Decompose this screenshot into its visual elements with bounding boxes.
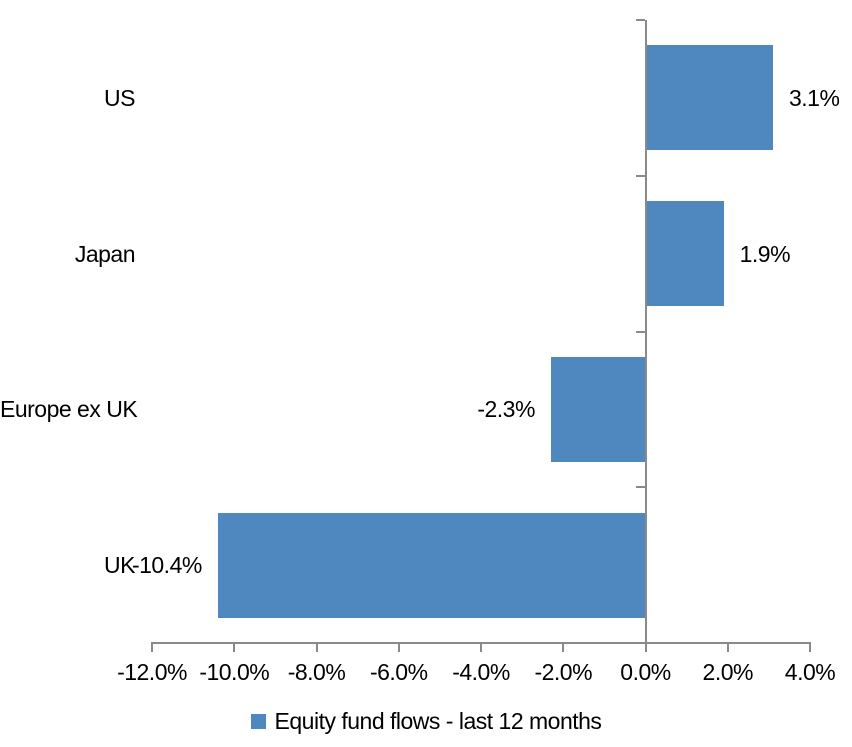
category-axis-tick-2 — [635, 330, 645, 333]
zero-axis-line — [644, 20, 647, 652]
x-axis-tick-0 — [151, 643, 153, 652]
x-axis-tick-3 — [397, 643, 400, 652]
bar-us — [645, 45, 773, 151]
category-label-europe-ex-uk: Europe ex UK — [0, 396, 138, 423]
x-axis-tick-label-2: -8.0% — [287, 659, 346, 685]
x-axis-tick-label-0: -12.0% — [117, 659, 187, 685]
x-axis-tick-6 — [644, 643, 647, 652]
x-axis-tick-label-3: -6.0% — [369, 659, 428, 685]
x-axis-tick-8 — [809, 643, 811, 652]
x-axis-tick-label-6: 0.0% — [620, 659, 671, 685]
data-label-us: 3.1% — [788, 84, 840, 111]
data-label-japan: 1.9% — [739, 240, 791, 267]
x-axis-tick-1 — [233, 643, 236, 652]
category-label-uk: UK — [104, 552, 135, 579]
x-axis-tick-label-4: -4.0% — [452, 659, 510, 685]
data-label-uk: -10.4% — [131, 552, 202, 579]
legend-series-marker-icon — [250, 713, 266, 729]
category-axis-tick-1 — [635, 174, 645, 177]
x-axis-tick-5 — [562, 643, 565, 652]
x-axis-tick-label-7: 2.0% — [702, 659, 754, 685]
data-label-europe-ex-uk: -2.3% — [477, 396, 535, 423]
bar-uk — [217, 512, 646, 618]
x-axis-tick-label-8: 4.0% — [784, 659, 836, 685]
x-axis-tick-label-1: -10.0% — [199, 659, 270, 685]
bar-europe-ex-uk — [550, 356, 646, 462]
legend-series-label: Equity fund flows - last 12 months — [274, 708, 602, 734]
x-axis-tick-7 — [726, 643, 729, 652]
category-label-us: US — [104, 84, 135, 111]
legend: Equity fund flows - last 12 months — [0, 706, 852, 736]
x-axis-tick-label-5: -2.0% — [534, 659, 593, 685]
category-label-japan: Japan — [74, 240, 136, 267]
x-axis-tick-2 — [315, 643, 318, 652]
x-axis-tick-4 — [480, 643, 482, 652]
category-axis-tick-0 — [635, 19, 645, 21]
bar-japan — [645, 201, 724, 307]
category-axis-tick-3 — [635, 486, 645, 489]
